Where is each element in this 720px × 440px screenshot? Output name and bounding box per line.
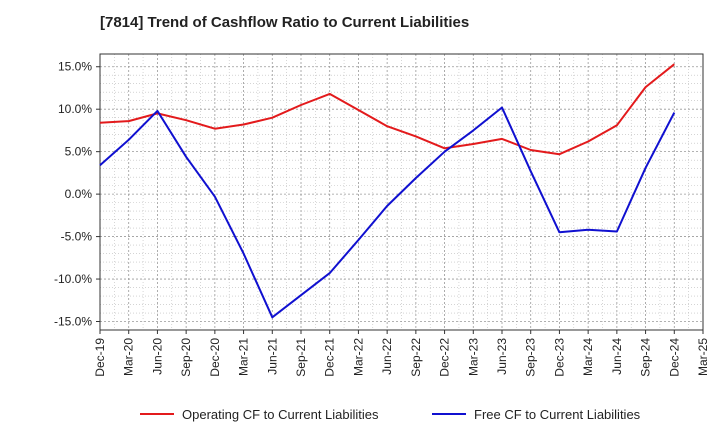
x-tick-label: Dec-21 xyxy=(323,338,337,377)
legend-label: Free CF to Current Liabilities xyxy=(474,407,641,422)
x-tick-label: Dec-24 xyxy=(667,338,681,377)
y-tick-label: 5.0% xyxy=(65,145,93,159)
x-tick-label: Mar-20 xyxy=(122,338,136,376)
plot-frame xyxy=(99,53,704,331)
x-tick-label: Dec-22 xyxy=(438,338,452,377)
x-tick-label: Jun-21 xyxy=(265,338,279,375)
y-axis-ticks: -15.0% -10.0% -5.0% 0.0% 5.0% 10.0% 15.0% xyxy=(54,60,100,329)
x-tick-label: Dec-20 xyxy=(208,338,222,377)
x-tick-label: Mar-22 xyxy=(351,338,365,376)
x-tick-label: Sep-20 xyxy=(179,338,193,377)
y-tick-label: 10.0% xyxy=(58,102,92,116)
y-tick-label: 15.0% xyxy=(58,60,92,74)
x-tick-label: Sep-21 xyxy=(294,338,308,377)
x-tick-label: Sep-22 xyxy=(409,338,423,377)
x-tick-label: Sep-24 xyxy=(639,338,653,377)
x-tick-label: Dec-19 xyxy=(93,338,107,377)
x-tick-label: Jun-20 xyxy=(150,338,164,375)
series-line-operating-cf xyxy=(99,63,675,156)
x-tick-label: Sep-23 xyxy=(524,338,538,377)
legend: Operating CF to Current Liabilities Free … xyxy=(140,407,641,422)
series-line-free-cf xyxy=(99,106,676,319)
x-tick-label: Mar-23 xyxy=(466,338,480,376)
x-tick-label: Jun-24 xyxy=(610,338,624,375)
x-tick-label: Jun-23 xyxy=(495,338,509,375)
y-tick-label: -15.0% xyxy=(54,315,92,329)
y-tick-label: 0.0% xyxy=(65,187,93,201)
x-axis-ticks: Dec-19 Mar-20 Jun-20 Sep-20 Dec-20 Mar-21 Jun-… xyxy=(93,330,710,377)
x-tick-label: Mar-24 xyxy=(581,338,595,376)
y-tick-label: -10.0% xyxy=(54,272,92,286)
legend-label: Operating CF to Current Liabilities xyxy=(182,407,379,422)
x-tick-label: Mar-21 xyxy=(237,338,251,376)
series-lines xyxy=(99,63,676,319)
x-tick-label: Jun-22 xyxy=(380,338,394,375)
x-tick-label: Dec-23 xyxy=(552,338,566,377)
y-tick-label: -5.0% xyxy=(61,230,93,244)
x-tick-label: Mar-25 xyxy=(696,338,710,376)
chart-title: [7814] Trend of Cashflow Ratio to Curren… xyxy=(100,14,470,31)
